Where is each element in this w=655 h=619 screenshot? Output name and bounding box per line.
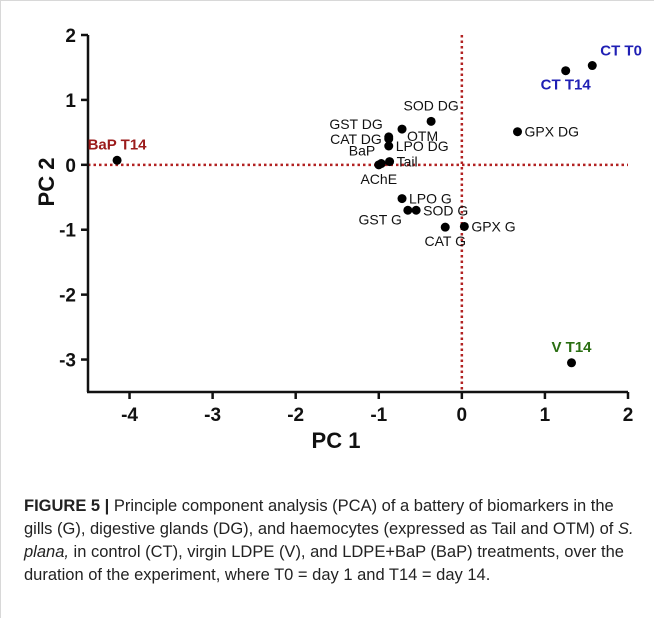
point-label: GPX DG bbox=[525, 124, 579, 140]
point-label: CAT G bbox=[424, 233, 466, 249]
y-tick-label: -2 bbox=[59, 286, 76, 307]
x-tick-label: -1 bbox=[370, 405, 387, 426]
x-tick-label: 2 bbox=[623, 405, 634, 426]
data-point bbox=[385, 157, 395, 167]
point-label: BaP T14 bbox=[88, 136, 148, 153]
y-tick-label: -1 bbox=[59, 221, 76, 242]
y-tick-label: 1 bbox=[65, 91, 76, 112]
data-point bbox=[561, 66, 571, 76]
x-tick-label: -4 bbox=[121, 405, 138, 426]
data-point bbox=[384, 141, 394, 151]
data-point bbox=[374, 160, 384, 170]
point-label: AChE bbox=[360, 171, 397, 187]
point-labels: CT T0 CT T14 BaP T14 V T14 GPX DG SOD DG OTM GS… bbox=[88, 43, 642, 356]
point-label: GST DG bbox=[329, 116, 382, 132]
data-point bbox=[411, 205, 421, 215]
data-point bbox=[403, 205, 413, 215]
caption-text-2: in control (CT), virgin LDPE (V), and LD… bbox=[24, 543, 624, 584]
data-point bbox=[426, 116, 436, 126]
point-label: CT T0 bbox=[600, 43, 642, 60]
data-point bbox=[567, 358, 577, 368]
point-label: SOD G bbox=[423, 202, 468, 218]
reference-lines bbox=[88, 35, 628, 392]
x-tick-label: -3 bbox=[204, 405, 221, 426]
x-tick-label: -2 bbox=[287, 405, 304, 426]
data-point bbox=[459, 221, 469, 231]
data-point bbox=[440, 222, 450, 232]
point-label: GST G bbox=[359, 211, 402, 227]
axes bbox=[81, 33, 630, 399]
x-axis-label: PC 1 bbox=[312, 428, 361, 453]
data-point bbox=[397, 194, 407, 204]
y-axis-label: PC 2 bbox=[34, 158, 59, 207]
data-point bbox=[587, 61, 597, 71]
y-tick-label: -3 bbox=[59, 351, 76, 372]
data-point bbox=[513, 127, 523, 137]
pca-scatter-chart: -4 -3 -2 -1 0 1 2 2 1 0 -1 -2 -3 CT T0 CT T14 BaP T14 V… bbox=[34, 26, 642, 453]
figure-caption: FIGURE 5 | Principle component analysis … bbox=[24, 495, 644, 587]
point-label: OTM bbox=[407, 128, 438, 144]
species-name: S. plana, bbox=[24, 520, 634, 561]
point-label: V T14 bbox=[551, 339, 592, 356]
data-points bbox=[112, 61, 597, 368]
data-point bbox=[112, 155, 122, 165]
data-point bbox=[397, 124, 407, 134]
data-point bbox=[384, 134, 394, 144]
point-label: CAT DG bbox=[330, 131, 382, 147]
point-label: LPO DG bbox=[396, 138, 449, 154]
y-tick-label: 2 bbox=[65, 26, 76, 47]
y-tick-label: 0 bbox=[65, 156, 76, 177]
point-label: SOD DG bbox=[403, 97, 458, 113]
tick-labels: -4 -3 -2 -1 0 1 2 2 1 0 -1 -2 -3 bbox=[59, 26, 633, 426]
x-tick-label: 0 bbox=[457, 405, 468, 426]
point-label: GPX G bbox=[471, 218, 515, 234]
x-tick-label: 1 bbox=[540, 405, 551, 426]
point-label: BaP bbox=[349, 143, 375, 159]
point-label: Tail bbox=[397, 154, 418, 170]
figure-label: FIGURE 5 | bbox=[24, 497, 110, 515]
point-label: CT T14 bbox=[541, 77, 592, 94]
caption-text-1: Principle component analysis (PCA) of a … bbox=[24, 497, 618, 538]
point-label: LPO G bbox=[409, 191, 452, 207]
